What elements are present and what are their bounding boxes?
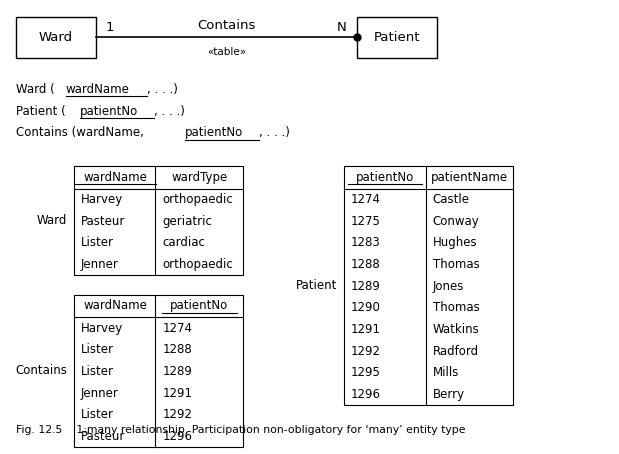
Text: Lister: Lister [81, 236, 114, 249]
Text: Thomas: Thomas [433, 258, 479, 271]
Text: 1283: 1283 [351, 236, 381, 249]
Text: Jenner: Jenner [81, 258, 119, 271]
Text: wardType: wardType [171, 171, 227, 184]
Text: patientNo: patientNo [80, 104, 138, 118]
Text: wardName: wardName [66, 83, 129, 96]
Text: 1288: 1288 [162, 343, 193, 356]
Text: Mills: Mills [433, 366, 459, 379]
Text: Castle: Castle [433, 193, 470, 206]
Text: 1291: 1291 [351, 323, 381, 336]
Text: patientName: patientName [431, 171, 508, 184]
Bar [74, 166, 243, 275]
Text: 1275: 1275 [351, 215, 381, 227]
Text: Patient: Patient [296, 279, 337, 292]
Text: Thomas: Thomas [433, 301, 479, 314]
Text: Patient (: Patient ( [16, 104, 66, 118]
Text: Conway: Conway [433, 215, 479, 227]
FancyBboxPatch shape [357, 17, 436, 58]
Text: Watkins: Watkins [433, 323, 479, 336]
Text: 1274: 1274 [351, 193, 381, 206]
Text: Lister: Lister [81, 408, 114, 421]
Text: Jones: Jones [433, 280, 464, 293]
Text: N: N [337, 21, 347, 35]
Text: 1: 1 [106, 21, 115, 35]
Text: Lister: Lister [81, 365, 114, 378]
FancyBboxPatch shape [16, 17, 96, 58]
Text: 1292: 1292 [162, 408, 193, 421]
Text: Patient: Patient [373, 31, 420, 44]
Text: 1291: 1291 [162, 386, 193, 400]
Text: 1296: 1296 [162, 430, 193, 443]
Text: geriatric: geriatric [162, 215, 212, 227]
Text: orthopaedic: orthopaedic [162, 258, 233, 271]
Text: Harvey: Harvey [81, 321, 123, 335]
Text: Jenner: Jenner [81, 386, 119, 400]
Text: Contains (wardName,: Contains (wardName, [16, 126, 148, 139]
Text: Berry: Berry [433, 388, 465, 401]
Text: Contains: Contains [15, 365, 67, 377]
Text: , . . .): , . . .) [154, 104, 185, 118]
Text: cardiac: cardiac [162, 236, 206, 249]
Text: Hughes: Hughes [433, 236, 477, 249]
Text: Ward: Ward [39, 31, 73, 44]
Text: 1289: 1289 [351, 280, 381, 293]
Text: Pasteur: Pasteur [81, 430, 125, 443]
Text: 1288: 1288 [351, 258, 381, 271]
Text: 1274: 1274 [162, 321, 193, 335]
Text: 1290: 1290 [351, 301, 381, 314]
Text: Contains: Contains [197, 19, 256, 32]
Text: Pasteur: Pasteur [81, 215, 125, 227]
Text: patientNo: patientNo [170, 300, 228, 312]
Text: 1292: 1292 [351, 345, 381, 358]
Text: 1289: 1289 [162, 365, 193, 378]
Text: Ward (: Ward ( [16, 83, 55, 96]
Text: «table»: «table» [207, 47, 246, 57]
Text: 1296: 1296 [351, 388, 381, 401]
Bar [74, 295, 243, 447]
Text: Radford: Radford [433, 345, 478, 358]
Text: 1295: 1295 [351, 366, 381, 379]
Text: Harvey: Harvey [81, 193, 123, 206]
Text: wardName: wardName [83, 171, 147, 184]
Bar [345, 166, 513, 405]
Text: , . . .): , . . .) [147, 83, 178, 96]
Text: patientNo: patientNo [356, 171, 414, 184]
Text: orthopaedic: orthopaedic [162, 193, 233, 206]
Text: wardName: wardName [83, 300, 147, 312]
Text: Lister: Lister [81, 343, 114, 356]
Text: patientNo: patientNo [184, 126, 243, 139]
Text: Ward: Ward [37, 214, 67, 227]
Text: , . . .): , . . .) [259, 126, 290, 139]
Text: Fig. 12.5    1:many relationship. Participation non-obligatory for ‘many’ entity: Fig. 12.5 1:many relationship. Participa… [16, 425, 465, 435]
